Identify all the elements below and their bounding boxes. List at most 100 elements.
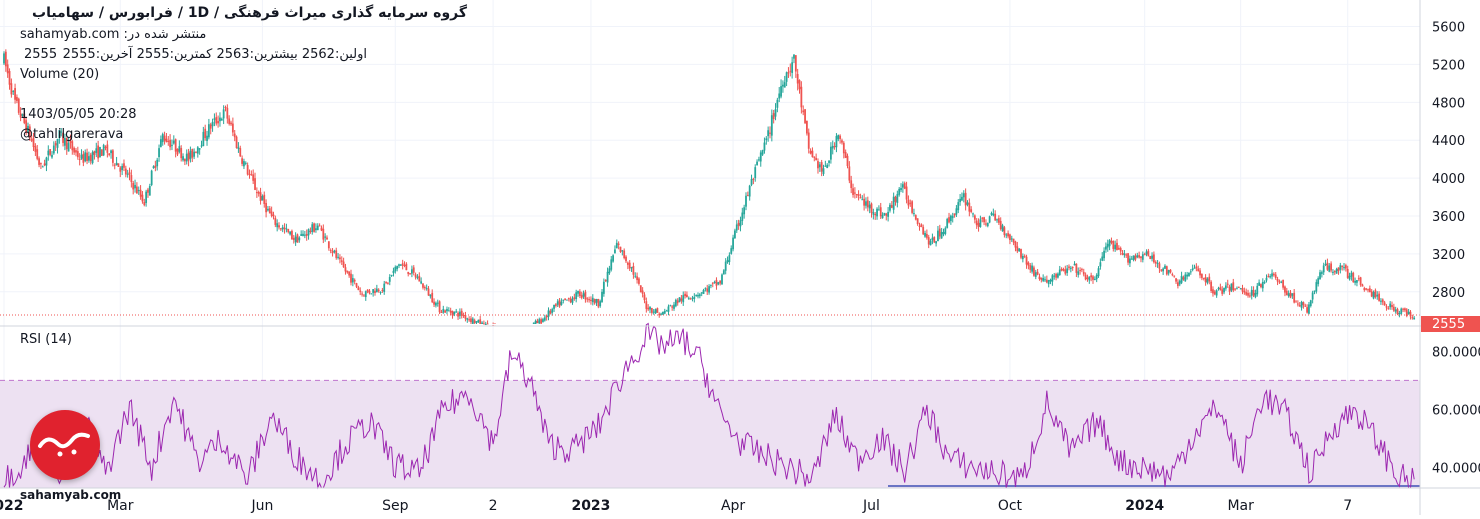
candle-body [1136, 255, 1139, 258]
candle-body [833, 146, 836, 148]
candle-body [1145, 251, 1148, 255]
candle-body [409, 273, 411, 275]
candle-body [726, 260, 729, 263]
candle-body [1274, 274, 1277, 279]
candle-body [449, 310, 452, 313]
candle-body [992, 213, 995, 216]
candle-body [172, 140, 175, 144]
candle-body [914, 215, 917, 220]
candle-body [1173, 275, 1176, 277]
candle-body [612, 255, 614, 262]
author-handle: @tahlilgarerava [20, 127, 124, 142]
candle-body [532, 322, 535, 324]
candle-body [922, 226, 925, 235]
candle-body [392, 270, 395, 273]
candle-body [599, 301, 602, 307]
candle-body [938, 228, 941, 237]
candle-body [316, 225, 319, 231]
candle-body [911, 201, 914, 213]
candle-body [1188, 272, 1190, 277]
candle-body [6, 64, 9, 74]
candle-body [968, 202, 971, 212]
candle-body [148, 186, 151, 196]
candle-body [183, 158, 186, 162]
candle-body [390, 274, 393, 276]
candle-body [324, 236, 327, 238]
time-tick-label: 2024 [1125, 498, 1164, 514]
candle-body [1256, 285, 1259, 295]
candle-body [222, 109, 225, 119]
candle-body [566, 299, 568, 301]
candle-body [16, 96, 18, 101]
candle-body [215, 117, 218, 124]
candle-body [1239, 288, 1242, 290]
candle-body [595, 298, 598, 303]
candle-body [375, 288, 378, 293]
candle-body [1034, 272, 1037, 277]
candle-body [1367, 289, 1369, 291]
candle-body [460, 310, 463, 316]
candle-body [1101, 256, 1104, 261]
candle-body [374, 290, 376, 293]
candle-body [724, 261, 727, 271]
candle-body [1134, 255, 1137, 260]
candle-body [1402, 308, 1404, 310]
candle-body [693, 296, 696, 299]
candle-body [433, 301, 435, 305]
published-note: منتشر شده در: sahamyab.com [20, 27, 207, 42]
candle-body [1064, 269, 1067, 274]
candle-body [859, 197, 862, 199]
candle-body [209, 124, 212, 129]
candle-body [636, 276, 638, 281]
candle-body [217, 121, 220, 124]
candle-body [807, 132, 810, 149]
logo-wordmark: sahamyab.com [20, 488, 122, 502]
candle-body [387, 282, 389, 284]
candle-body [95, 148, 98, 153]
candle-body [901, 184, 904, 188]
candle-body [584, 291, 587, 300]
candle-body [763, 142, 766, 151]
candle-body [1332, 271, 1334, 273]
candle-body [259, 192, 262, 201]
candle-body [220, 118, 223, 121]
rsi-label[interactable]: RSI (14) [20, 332, 72, 347]
candle-body [3, 53, 5, 64]
candle-body [1328, 265, 1331, 272]
candle-body [1184, 274, 1187, 282]
candle-body [623, 250, 626, 259]
candle-body [466, 318, 469, 320]
candle-body [881, 214, 884, 219]
candle-body [610, 259, 613, 270]
candle-body [1151, 255, 1153, 259]
candle-body [19, 113, 22, 118]
volume-label[interactable]: Volume (20) [20, 67, 100, 82]
candle-body [1304, 305, 1307, 307]
chart-title: گروه سرمایه گذاری میراث فرهنگی / 1D / فر… [32, 5, 467, 21]
candle-body [1093, 278, 1096, 280]
candle-body [154, 165, 157, 168]
candle-body [137, 189, 140, 192]
candle-body [361, 293, 363, 295]
candle-body [831, 145, 834, 149]
candle-body [394, 266, 397, 272]
candle-body [1263, 281, 1266, 283]
candle-body [1282, 279, 1285, 288]
candle-body [254, 178, 256, 190]
candle-body [10, 83, 13, 95]
candle-body [1296, 303, 1299, 305]
candle-body [857, 194, 860, 197]
candle-body [32, 138, 35, 148]
candle-body [903, 183, 906, 189]
price-tick-label: 4000 [1432, 172, 1465, 187]
candle-body [601, 291, 603, 302]
candle-body [713, 281, 716, 283]
candle-body [311, 224, 314, 232]
candle-body [887, 211, 890, 217]
candle-body [846, 155, 849, 167]
candle-body [420, 281, 423, 284]
candle-body [370, 293, 373, 295]
candle-body [326, 237, 328, 240]
candle-body [429, 294, 432, 297]
candle-body [1320, 272, 1323, 274]
